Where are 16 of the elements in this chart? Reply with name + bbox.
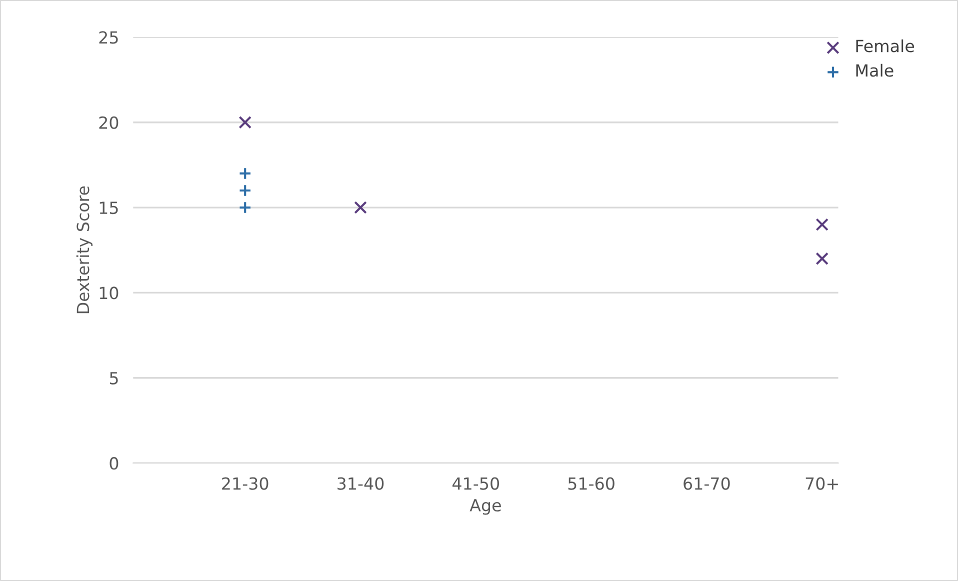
y-tick-label: 0 (110, 457, 118, 470)
x-tick-label: 31-40 (338, 477, 384, 490)
legend-label: Male (856, 64, 894, 77)
y-axis-title: Dexterity Score (76, 186, 93, 314)
y-tick-label: 10 (100, 286, 118, 300)
y-tick-label: 20 (99, 116, 118, 129)
x-tick-label: 21-30 (222, 477, 268, 490)
x-tick-label: 70+ (806, 477, 838, 490)
y-tick-label: 5 (110, 372, 118, 384)
y-tick-label: 15 (100, 202, 118, 214)
x-tick-label: 61-70 (684, 477, 730, 490)
x-tick-label: 41-50 (452, 477, 500, 490)
x-axis-title: Age (470, 499, 501, 515)
y-tick-label: 25 (99, 31, 118, 44)
legend-label: Female (856, 39, 914, 52)
x-tick-label: 51-60 (568, 477, 614, 490)
